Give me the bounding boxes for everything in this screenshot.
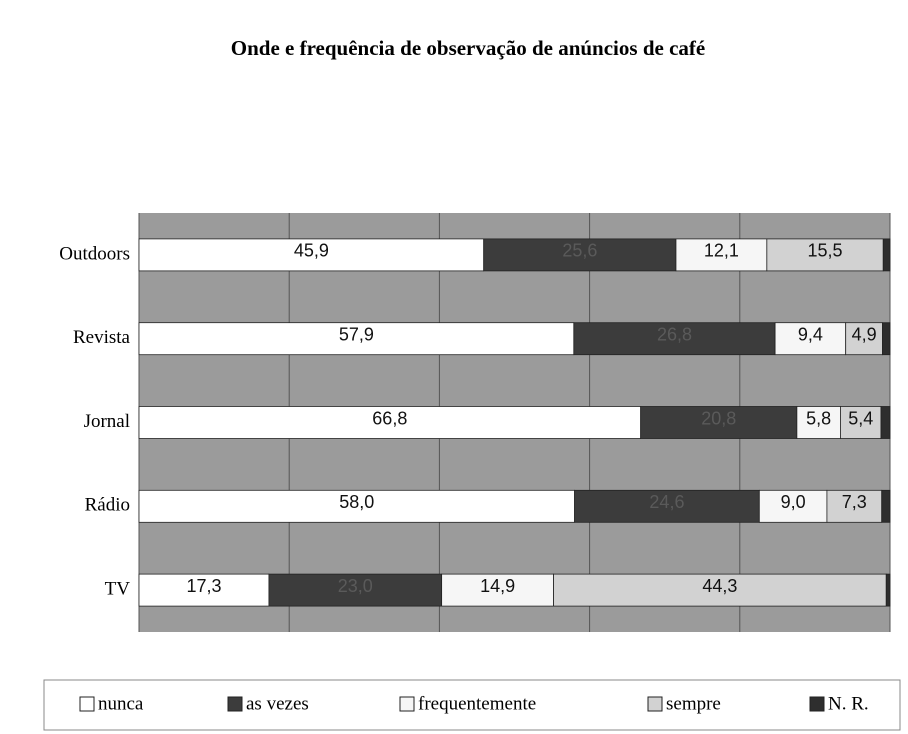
data-label: 44,3 (702, 576, 737, 596)
bar-segment (138, 573, 270, 607)
bar-segment (138, 322, 575, 356)
legend-box (43, 679, 901, 731)
legend-swatch (647, 696, 663, 712)
bar-segment (574, 489, 760, 523)
bar-segment (573, 322, 776, 356)
data-label: 45,9 (294, 241, 329, 261)
bar-segment (766, 238, 884, 272)
data-label: 9,0 (781, 492, 806, 512)
data-label: 7,3 (842, 492, 867, 512)
legend-label: nunca (98, 693, 144, 714)
legend-swatch (79, 696, 95, 712)
bar-segment (553, 573, 887, 607)
legend-label: frequentemente (418, 693, 536, 714)
data-label: 17,3 (186, 576, 221, 596)
y-tick-label: Outdoors (59, 243, 130, 264)
bar-segment (138, 238, 485, 272)
bar-segment (441, 573, 554, 607)
data-label: 57,9 (339, 324, 374, 344)
bar-segment (885, 573, 891, 607)
bar-segment (640, 406, 798, 439)
data-label: 23,0 (338, 576, 373, 596)
legend-swatch (227, 696, 243, 712)
bar-segment (880, 406, 891, 439)
data-label: 66,8 (372, 408, 407, 428)
bar-segment (882, 322, 891, 356)
bar-segment (758, 489, 828, 523)
data-label: 9,4 (798, 324, 823, 344)
data-label: 5,4 (848, 408, 873, 428)
legend-label: N. R. (828, 693, 869, 714)
y-tick-label: Jornal (84, 411, 130, 432)
legend-label: sempre (666, 693, 721, 714)
legend-swatch (399, 696, 415, 712)
bar-segment (483, 238, 677, 272)
bar-segment (881, 489, 891, 523)
data-label: 15,5 (808, 241, 843, 261)
legend-label: as vezes (246, 693, 309, 714)
bar-segment (138, 406, 642, 439)
legend-swatch (809, 696, 825, 712)
data-label: 24,6 (649, 492, 684, 512)
data-label: 12,1 (704, 241, 739, 261)
bar-segment (675, 238, 768, 272)
bar-segment (138, 489, 575, 523)
data-label: 20,8 (701, 408, 736, 428)
chart-title: Onde e frequência de observação de anúnc… (231, 36, 705, 60)
data-label: 26,8 (657, 324, 692, 344)
data-label: 25,6 (562, 241, 597, 261)
data-label: 58,0 (339, 492, 374, 512)
data-label: 5,8 (806, 408, 831, 428)
bar-segment (840, 406, 882, 439)
y-tick-label: Revista (73, 327, 131, 348)
bar-segment (882, 238, 891, 272)
data-label: 14,9 (480, 576, 515, 596)
data-label: 4,9 (852, 324, 877, 344)
y-tick-label: TV (105, 578, 131, 599)
bar-segment (826, 489, 883, 523)
bar-segment (845, 322, 883, 356)
y-tick-label: Rádio (85, 495, 130, 516)
